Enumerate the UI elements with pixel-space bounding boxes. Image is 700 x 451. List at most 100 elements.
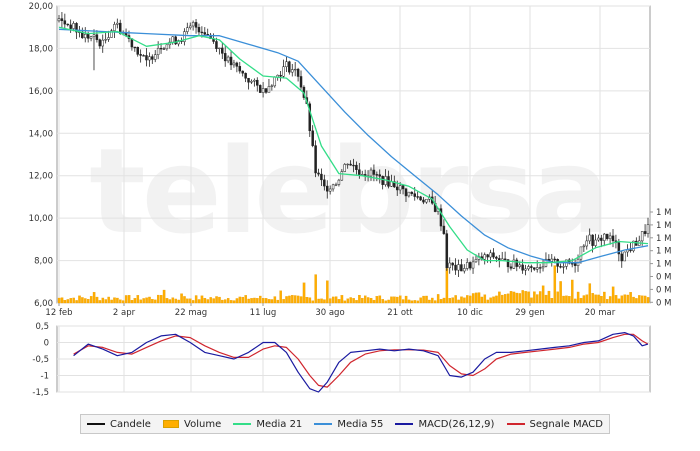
volume-bar [483,294,487,304]
candle-body [495,256,498,259]
candle-body [605,233,609,239]
candle-body [229,56,233,66]
candle-body [334,184,338,186]
macd-y-tick-label: 0,5 [35,322,49,332]
candle-body [454,264,457,271]
candle-body [92,34,96,37]
legend-volume[interactable]: Volume [163,419,221,430]
volume-bar [416,300,419,304]
candle-body [188,25,192,28]
volume-bar [556,291,559,304]
candle-body [311,130,314,146]
y-tick-label: 12,00 [29,172,53,182]
volume-bar [224,299,227,304]
volume-bar [60,297,64,304]
candle-body [235,62,239,67]
volume-bar [457,299,460,304]
volume-bar [346,298,350,304]
volume-bar [396,296,399,304]
candle-body [585,240,589,247]
candle-body [200,31,204,34]
volume-bar [320,298,323,304]
volume-bar [226,298,230,304]
macd-y-tick-label: -0,5 [32,355,49,365]
volume-bar [571,279,574,304]
volume-bar [509,291,513,304]
volume-bar [127,295,131,304]
candle-body [468,262,472,269]
volume-bar [162,289,166,304]
legend-volume-swatch [163,420,180,428]
legend-macd[interactable]: MACD(26,12,9) [395,419,494,430]
volume-bar [614,295,618,304]
legend-volume-label: Volume [184,418,222,430]
volume-bar [474,292,478,304]
candle-body [101,39,104,47]
candle-body [535,267,539,270]
volume-bar [285,296,288,304]
candle-body [285,61,288,67]
candle-body [594,239,597,246]
candle-body [378,174,381,177]
volume-bar [276,299,280,304]
candle-body [66,23,69,26]
candle-body [465,262,469,269]
legend-candele[interactable]: Candele [87,419,151,430]
volume-bar [229,300,233,304]
legend-segnale-swatch [506,423,525,425]
volume-bar [448,298,452,304]
candle-body [139,54,142,56]
macd-y-tick-label: -1,5 [32,388,49,398]
candle-body [425,198,428,203]
volume-tick-label: 0 M [656,285,671,295]
candle-body [527,266,530,270]
x-tick-label: 29 gen [515,308,545,318]
volume-bar [433,300,437,304]
candle-body [413,193,416,197]
y-tick-label: 14,00 [29,129,53,139]
volume-bar [468,295,472,304]
candle-body [483,254,486,260]
volume-bar [410,300,414,304]
volume-bar [343,300,347,304]
candle-body [486,254,489,258]
x-tick-label: 21 ott [387,308,413,318]
volume-bar [66,299,70,304]
legend-candele-swatch [87,423,106,425]
legend-media21[interactable]: Media 21 [233,419,302,430]
candle-body [608,235,612,239]
candle-body [328,188,332,192]
volume-bar [212,298,215,304]
volume-bar [302,282,306,304]
candle-body [98,39,102,47]
watermark-logo: telebrsa [89,122,606,260]
volume-bar [512,291,516,304]
volume-bars [57,265,650,304]
volume-bar [635,298,638,304]
candle-body [597,237,600,241]
volume-bar [603,291,606,304]
candle-body [530,266,533,268]
volume-bar [568,296,571,304]
volume-bar [521,290,524,304]
volume-bar [486,299,489,304]
volume-bar [629,292,632,304]
volume-bar [439,299,443,304]
volume-bar [381,299,385,304]
candle-body [282,66,285,77]
candle-body [174,36,177,45]
candle-body [244,72,247,79]
volume-bar [168,299,172,304]
legend-macd-label: MACD(26,12,9) [418,418,495,430]
volume-bar [576,291,580,304]
volume-bar [296,295,300,304]
volume-bar [218,296,221,304]
volume-bar [489,297,492,304]
volume-bar [337,299,341,304]
volume-bar [536,294,539,304]
legend-media55[interactable]: Media 55 [314,419,383,430]
volume-bar [524,291,527,304]
volume-bar [588,283,592,304]
volume-bar [279,290,282,304]
legend-segnale[interactable]: Segnale MACD [506,419,603,430]
